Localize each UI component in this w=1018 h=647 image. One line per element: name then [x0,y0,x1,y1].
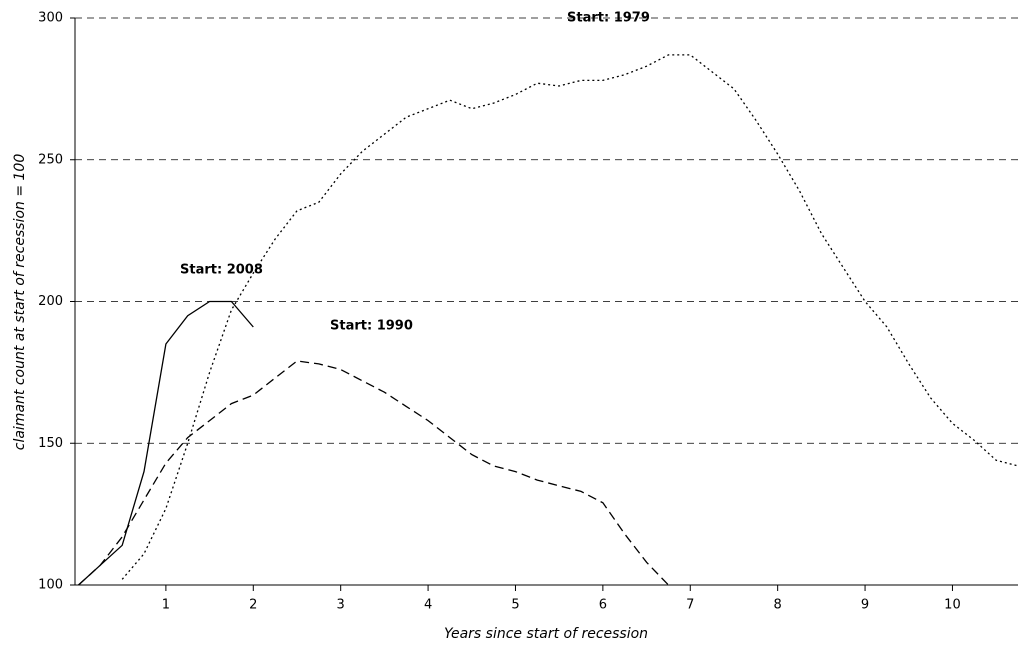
x-tick-label: 3 [337,598,345,613]
series-label: Start: 2008 [180,263,263,278]
y-tick-label: 100 [38,578,63,593]
y-axis-label: claimant count at start of recession = 1… [12,154,28,451]
x-tick-label: 9 [861,598,869,613]
x-tick-label: 2 [249,598,257,613]
y-tick-label: 250 [38,152,63,167]
x-tick-label: 8 [774,598,782,613]
series-label: Start: 1979 [567,11,650,26]
y-tick-label: 200 [38,294,63,309]
x-tick-label: 6 [599,598,607,613]
x-tick-label: 1 [162,598,170,613]
series-line [78,300,254,586]
series-line [121,54,1018,580]
series-label: Start: 1990 [330,319,413,334]
x-tick-label: 5 [511,598,519,613]
x-axis-label: Years since start of recession [444,626,648,642]
y-tick-label: 150 [38,436,63,451]
x-tick-label: 10 [944,598,961,613]
y-tick-label: 300 [38,11,63,26]
x-tick-label: 7 [686,598,694,613]
x-tick-label: 4 [424,598,432,613]
series-line [78,360,669,586]
